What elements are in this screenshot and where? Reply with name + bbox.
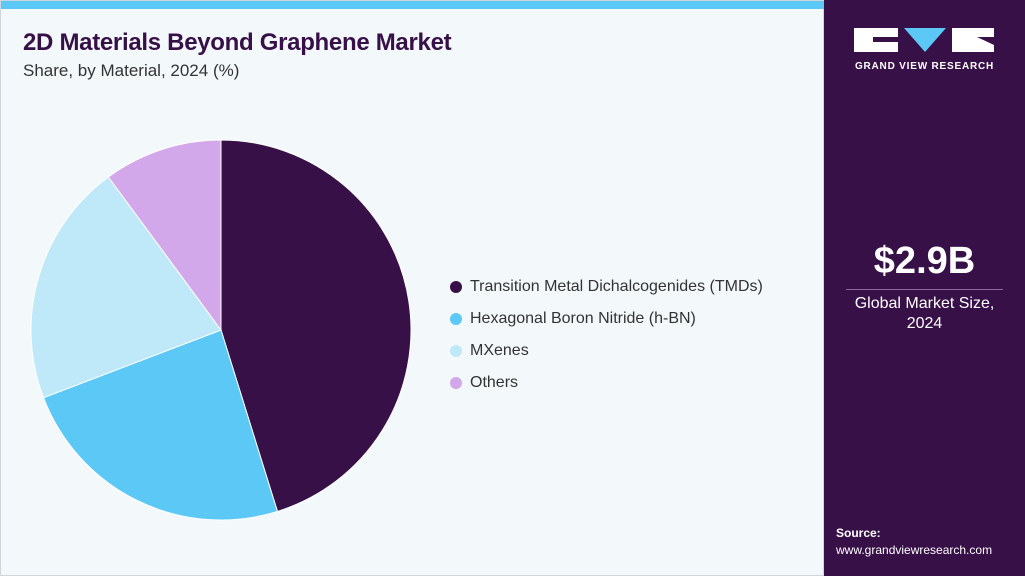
- legend-marker-icon: [450, 281, 462, 293]
- legend-item: MXenes: [450, 335, 763, 367]
- market-size-caption: Global Market Size, 2024: [824, 294, 1025, 334]
- legend-marker-icon: [450, 377, 462, 389]
- legend-item: Others: [450, 367, 763, 399]
- legend-item: Hexagonal Boron Nitride (h-BN): [450, 303, 763, 335]
- divider: [846, 289, 1003, 290]
- pie-chart: [30, 139, 412, 521]
- legend: Transition Metal Dichalcogenides (TMDs) H…: [450, 271, 763, 399]
- legend-marker-icon: [450, 313, 462, 325]
- sidebar: GRAND VIEW RESEARCH $2.9B Global Market …: [824, 0, 1025, 576]
- accent-bar: [1, 1, 825, 9]
- chart-title: 2D Materials Beyond Graphene Market: [23, 29, 452, 56]
- legend-marker-icon: [450, 345, 462, 357]
- logo-text: GRAND VIEW RESEARCH: [854, 61, 995, 72]
- caption-line-1: Global Market Size,: [854, 295, 995, 312]
- pie-slice-3: [107, 139, 222, 332]
- gvr-logo-icon: [854, 28, 994, 52]
- chart-panel: 2D Materials Beyond Graphene Market Shar…: [0, 0, 825, 576]
- pie-slice-1: [42, 329, 279, 521]
- legend-label: Transition Metal Dichalcogenides (TMDs): [470, 278, 763, 295]
- source-label: Source:: [836, 526, 881, 540]
- pie-slice-0: [220, 139, 412, 513]
- chart-subtitle: Share, by Material, 2024 (%): [23, 61, 240, 80]
- legend-label: Hexagonal Boron Nitride (h-BN): [470, 310, 696, 327]
- legend-label: MXenes: [470, 342, 529, 359]
- source-url[interactable]: www.grandviewresearch.com: [836, 543, 993, 557]
- pie-slice-2: [30, 176, 222, 399]
- legend-item: Transition Metal Dichalcogenides (TMDs): [450, 271, 763, 303]
- legend-label: Others: [470, 374, 519, 391]
- market-size-value: $2.9B: [873, 240, 976, 282]
- caption-line-2: 2024: [906, 315, 943, 332]
